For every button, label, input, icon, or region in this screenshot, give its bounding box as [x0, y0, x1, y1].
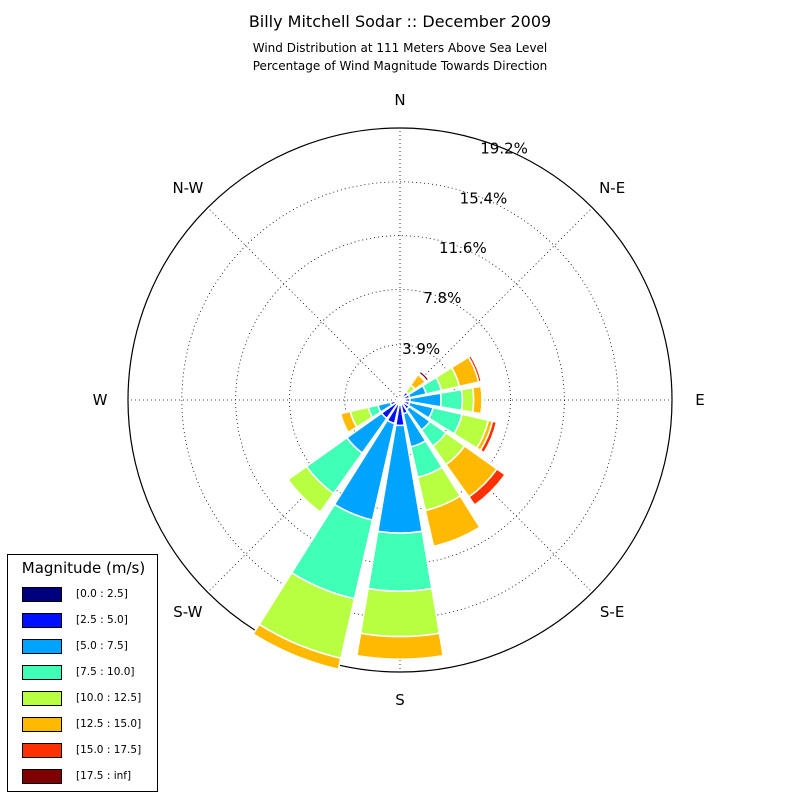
legend-label: [5.0 : 7.5]	[76, 640, 128, 652]
rose-bar-segment	[468, 468, 506, 506]
rose-bar-segment	[367, 530, 433, 593]
polar-grid	[127, 127, 673, 673]
rose-bar-segment	[460, 386, 475, 414]
direction-label: S-E	[600, 603, 624, 621]
legend-swatch	[22, 691, 62, 706]
rose-bar-segment	[424, 495, 481, 548]
rose-bar-segment	[355, 632, 445, 660]
legend-swatch	[22, 743, 62, 758]
direction-label: N	[394, 91, 405, 109]
radial-tick-label: 11.6%	[439, 239, 487, 257]
legend-swatch	[22, 769, 62, 784]
rose-bar-segment	[439, 388, 464, 412]
rose-bar-segment	[470, 354, 484, 383]
direction-label: E	[695, 391, 704, 409]
legend-swatch	[22, 587, 62, 602]
direction-label: N-W	[172, 179, 203, 197]
radial-tick-label: 15.4%	[460, 189, 508, 207]
legend-swatch	[22, 665, 62, 680]
legend-title: Magnitude (m/s)	[21, 559, 146, 577]
chart-subtitle-line2: Percentage of Wind Magnitude Towards Dir…	[252, 59, 548, 73]
chart-title: Billy Mitchell Sodar :: December 2009	[248, 12, 552, 31]
legend-label: [12.5 : 15.0]	[76, 718, 142, 730]
radial-tick-label: 7.8%	[423, 289, 461, 307]
radial-gridline	[181, 181, 619, 619]
spoke-line	[399, 399, 593, 593]
radial-tick-label: 19.2%	[480, 140, 528, 158]
rose-bar-segment	[480, 385, 485, 415]
rose-bar-segment	[359, 587, 441, 638]
spoke-line	[399, 207, 593, 401]
rose-bar-segment	[418, 370, 430, 382]
outer-circle	[127, 127, 673, 673]
legend-swatch	[22, 717, 62, 732]
legend-swatch	[22, 613, 62, 628]
spoke-line	[207, 207, 401, 401]
direction-label: N-E	[599, 179, 625, 197]
rose-bar-segment	[339, 410, 358, 434]
legend-label: [2.5 : 5.0]	[76, 614, 128, 626]
radial-gridline	[289, 289, 511, 511]
legend-label: [17.5 : inf]	[76, 770, 132, 782]
direction-label: S	[395, 691, 405, 709]
legend-label: [10.0 : 12.5]	[76, 692, 142, 704]
legend: Magnitude (m/s) [0.0 : 2.5] [2.5 : 5.0] [5…	[7, 554, 158, 792]
rose-bar-segment	[252, 623, 342, 671]
direction-label: W	[93, 391, 108, 409]
radial-tick-label: 3.9%	[402, 340, 440, 358]
wind-rose-bars	[252, 354, 506, 671]
chart-subtitle-line1: Wind Distribution at 111 Meters Above Se…	[252, 41, 548, 55]
legend-label: [15.0 : 17.5]	[76, 744, 142, 756]
polar-labels: 3.9% 7.8% 11.6% 15.4% 19.2% N N-E E S-E S S-W W N-W	[93, 91, 705, 709]
rose-bar-segment	[287, 465, 335, 513]
radial-gridline	[235, 235, 565, 565]
legend-label: [7.5 : 10.0]	[76, 666, 135, 678]
legend-swatch	[22, 639, 62, 654]
legend-label: [0.0 : 2.5]	[76, 588, 128, 600]
rose-bar-segment	[471, 385, 483, 415]
rose-bar-segment	[483, 421, 499, 455]
direction-label: S-W	[173, 603, 202, 621]
